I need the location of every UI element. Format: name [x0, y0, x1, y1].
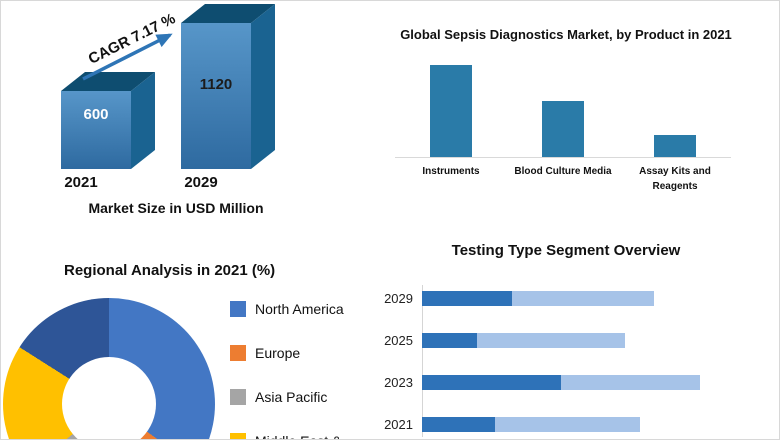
legend-item: North America	[230, 300, 344, 318]
product-bar-column: Assay Kits and Reagents	[619, 61, 731, 194]
product-bar-column: Blood Culture Media	[507, 61, 619, 194]
regional-legend: North America Europe Asia Pacific Middle Ea…	[230, 300, 344, 439]
market-size-caption: Market Size in USD Million	[88, 200, 264, 216]
testing-type-row: 2029	[377, 277, 721, 319]
regional-donut	[3, 298, 215, 439]
product-bar	[430, 65, 472, 157]
stacked-bar-segment-1	[422, 374, 562, 390]
legend-swatch	[230, 433, 246, 439]
stacked-bar-segment-1	[422, 416, 495, 432]
legend-item: Middle East &	[230, 432, 344, 439]
donut-hole	[62, 357, 156, 439]
bar-top-face	[181, 4, 275, 23]
stacked-bar-segment-2	[477, 332, 625, 348]
year-label-2029: 2029	[184, 174, 217, 191]
testing-type-row: 2021	[377, 403, 721, 439]
product-bar	[542, 101, 584, 157]
stacked-bar-track	[422, 332, 712, 348]
testing-type-row: 2025	[377, 319, 721, 361]
product-bar	[654, 135, 696, 157]
stacked-bar-track	[422, 416, 712, 432]
product-bar-column: Instruments	[395, 61, 507, 194]
product-chart-title: Global Sepsis Diagnostics Market, by Pro…	[400, 27, 732, 42]
cagr-arrow-icon	[82, 33, 173, 81]
legend-label: North America	[255, 301, 344, 317]
product-bar-area	[395, 61, 507, 158]
legend-label: Asia Pacific	[255, 389, 328, 405]
year-label-2021: 2021	[64, 174, 97, 191]
bar-front-face	[181, 23, 251, 169]
bar-value-label: 600	[83, 106, 108, 123]
legend-swatch	[230, 301, 246, 317]
market-size-bars: 600 1120	[61, 4, 275, 169]
product-bar-area	[619, 61, 731, 158]
stacked-bar-segment-2	[494, 416, 640, 432]
stacked-bar-segment-1	[422, 332, 478, 348]
product-category-label: Assay Kits and Reagents	[639, 166, 711, 192]
stacked-bar-segment-2	[511, 290, 654, 306]
testing-type-y-axis-line	[422, 285, 423, 437]
product-bar-chart: Instruments Blood Culture Media Assay Kits…	[395, 61, 731, 194]
testing-type-year-label: 2029	[384, 290, 413, 306]
testing-type-stacked-chart: 2029 2025 2023 2021	[377, 277, 721, 439]
legend-label: Europe	[255, 345, 301, 361]
testing-type-chart-title: Testing Type Segment Overview	[451, 242, 681, 259]
cagr-arrow-line	[82, 33, 173, 81]
testing-type-year-label: 2023	[384, 374, 413, 390]
bar-value-label: 1120	[200, 76, 233, 93]
testing-type-row: 2023	[377, 361, 721, 403]
legend-item: Asia Pacific	[230, 388, 344, 406]
testing-type-year-label: 2025	[384, 332, 413, 348]
bar-front-face	[61, 91, 131, 169]
bar-side-face	[131, 72, 155, 169]
stacked-bar-track	[422, 374, 712, 390]
stacked-bar-segment-1	[422, 290, 512, 306]
legend-label: Middle East &	[255, 433, 341, 439]
legend-swatch	[230, 345, 246, 361]
product-bar-area	[507, 61, 619, 158]
bar-side-face	[251, 4, 275, 169]
legend-swatch	[230, 389, 246, 405]
stacked-bar-track	[422, 290, 712, 306]
product-category-label: Instruments	[422, 166, 480, 177]
testing-type-year-label: 2021	[384, 416, 413, 432]
legend-item: Europe	[230, 344, 344, 362]
product-category-label: Blood Culture Media	[514, 166, 612, 177]
stacked-bar-segment-2	[561, 374, 701, 390]
regional-chart-title: Regional Analysis in 2021 (%)	[64, 262, 276, 279]
